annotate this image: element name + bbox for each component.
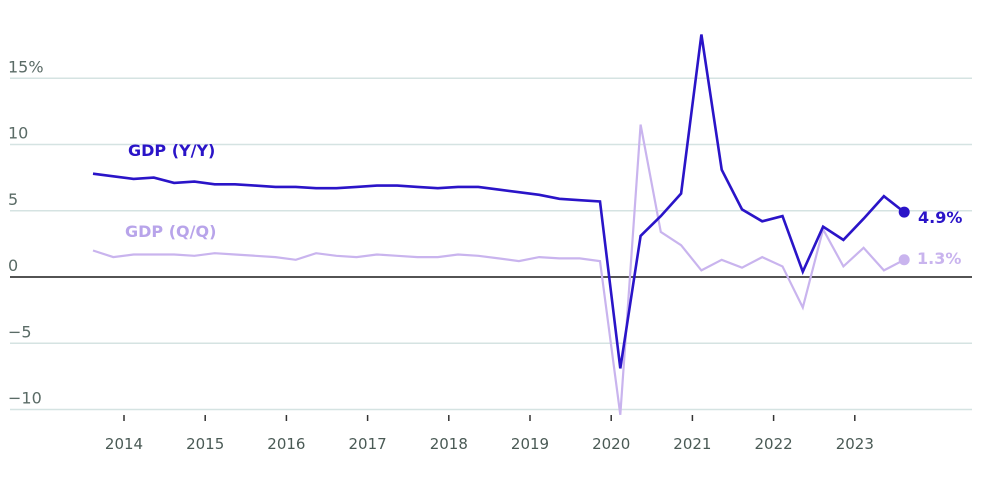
- legend-label-gdp-yy: GDP (Y/Y): [128, 141, 215, 160]
- end-value-gdp-qq: 1.3%: [917, 249, 961, 268]
- x-axis: 2014 2015 2016 2017 2018 2019 2020 2021 2022 2023: [105, 415, 874, 453]
- x-tick-label: 2018: [430, 435, 468, 453]
- x-tick-label: 2021: [673, 435, 711, 453]
- y-tick-label: 10: [8, 124, 28, 143]
- y-tick-label: 0: [8, 256, 18, 275]
- end-marker-gdp-qq: [898, 254, 910, 266]
- x-tick-label: 2014: [105, 435, 143, 453]
- x-tick-label: 2016: [267, 435, 305, 453]
- y-tick-label: 5: [8, 190, 18, 209]
- series-line-gdp-yy: [92, 34, 906, 369]
- x-tick-label: 2015: [186, 435, 224, 453]
- x-tick-label: 2017: [349, 435, 387, 453]
- legend-label-gdp-qq: GDP (Q/Q): [125, 222, 216, 241]
- x-tick-label: 2020: [592, 435, 630, 453]
- end-value-gdp-yy: 4.9%: [918, 208, 962, 227]
- x-tick-label: 2023: [836, 435, 874, 453]
- y-tick-label: 15%: [8, 57, 44, 76]
- series-lines: [92, 34, 910, 415]
- x-tick-label: 2022: [755, 435, 793, 453]
- y-tick-label: −10: [8, 389, 42, 408]
- y-tick-label: −5: [8, 322, 32, 341]
- y-axis-labels: 15% 10 5 0 −5 −10: [8, 57, 44, 407]
- x-tick-label: 2019: [511, 435, 549, 453]
- end-marker-gdp-yy: [898, 206, 910, 218]
- gridlines: [10, 77, 972, 411]
- series-line-gdp-qq: [92, 124, 905, 415]
